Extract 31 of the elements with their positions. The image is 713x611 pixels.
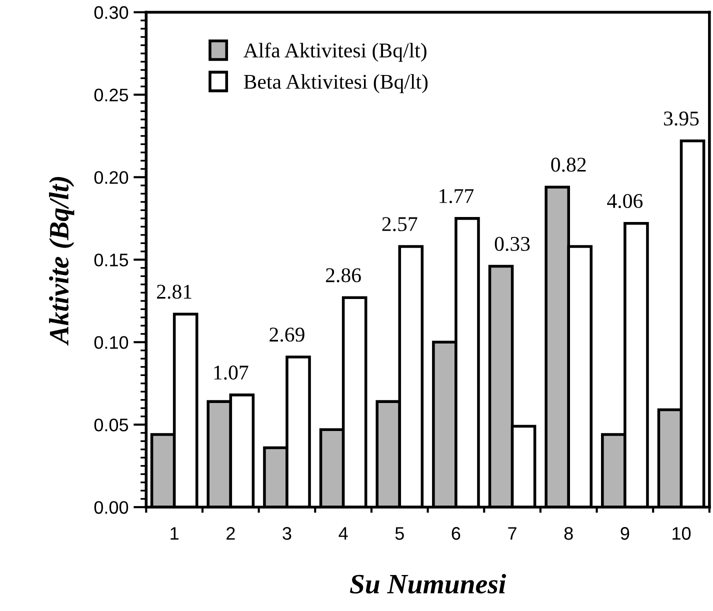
annotation: 0.82 (551, 158, 586, 172)
annotation: 0.33 (494, 236, 530, 252)
x-tick-label: 4 (338, 527, 348, 540)
x-tick-label: 9 (620, 527, 630, 540)
x-axis-title: Su Numunesi (350, 574, 506, 594)
legend-label: Alfa Aktivitesi (Bq/lt) (244, 42, 426, 62)
x-tick-label: 10 (672, 527, 691, 540)
annotation: 1.77 (440, 189, 474, 204)
x-tick-label: 2 (226, 527, 235, 540)
annotation: 2.81 (157, 284, 192, 299)
annotation: 2.57 (382, 217, 418, 232)
annotation: 2.86 (326, 268, 361, 282)
y-tick-label: 0.25 (94, 88, 128, 102)
y-tick-label: 0.30 (94, 6, 128, 19)
y-tick-label: 0.05 (94, 418, 128, 432)
x-tick-label: 1 (170, 527, 178, 540)
x-tick-label: 6 (452, 527, 460, 540)
y-tick-label: 0.10 (94, 336, 128, 349)
y-tick-label: 0.00 (94, 501, 128, 514)
annotation: 2.69 (270, 328, 304, 342)
y-axis-title: Aktivite (Bq/lt) (49, 176, 74, 346)
x-tick-label: 8 (564, 527, 573, 540)
y-tick-label: 0.20 (94, 171, 128, 184)
x-tick-label: 7 (508, 527, 516, 540)
x-tick-label: 5 (395, 527, 404, 540)
y-tick-label: 0.15 (94, 254, 128, 266)
x-tick-label: 3 (282, 527, 292, 540)
annotation: 3.95 (664, 112, 699, 126)
legend-label: Beta Aktivitesi (Bq/lt) (244, 74, 428, 94)
annotation: 4.06 (607, 194, 643, 208)
annotation: 1.07 (214, 366, 248, 380)
